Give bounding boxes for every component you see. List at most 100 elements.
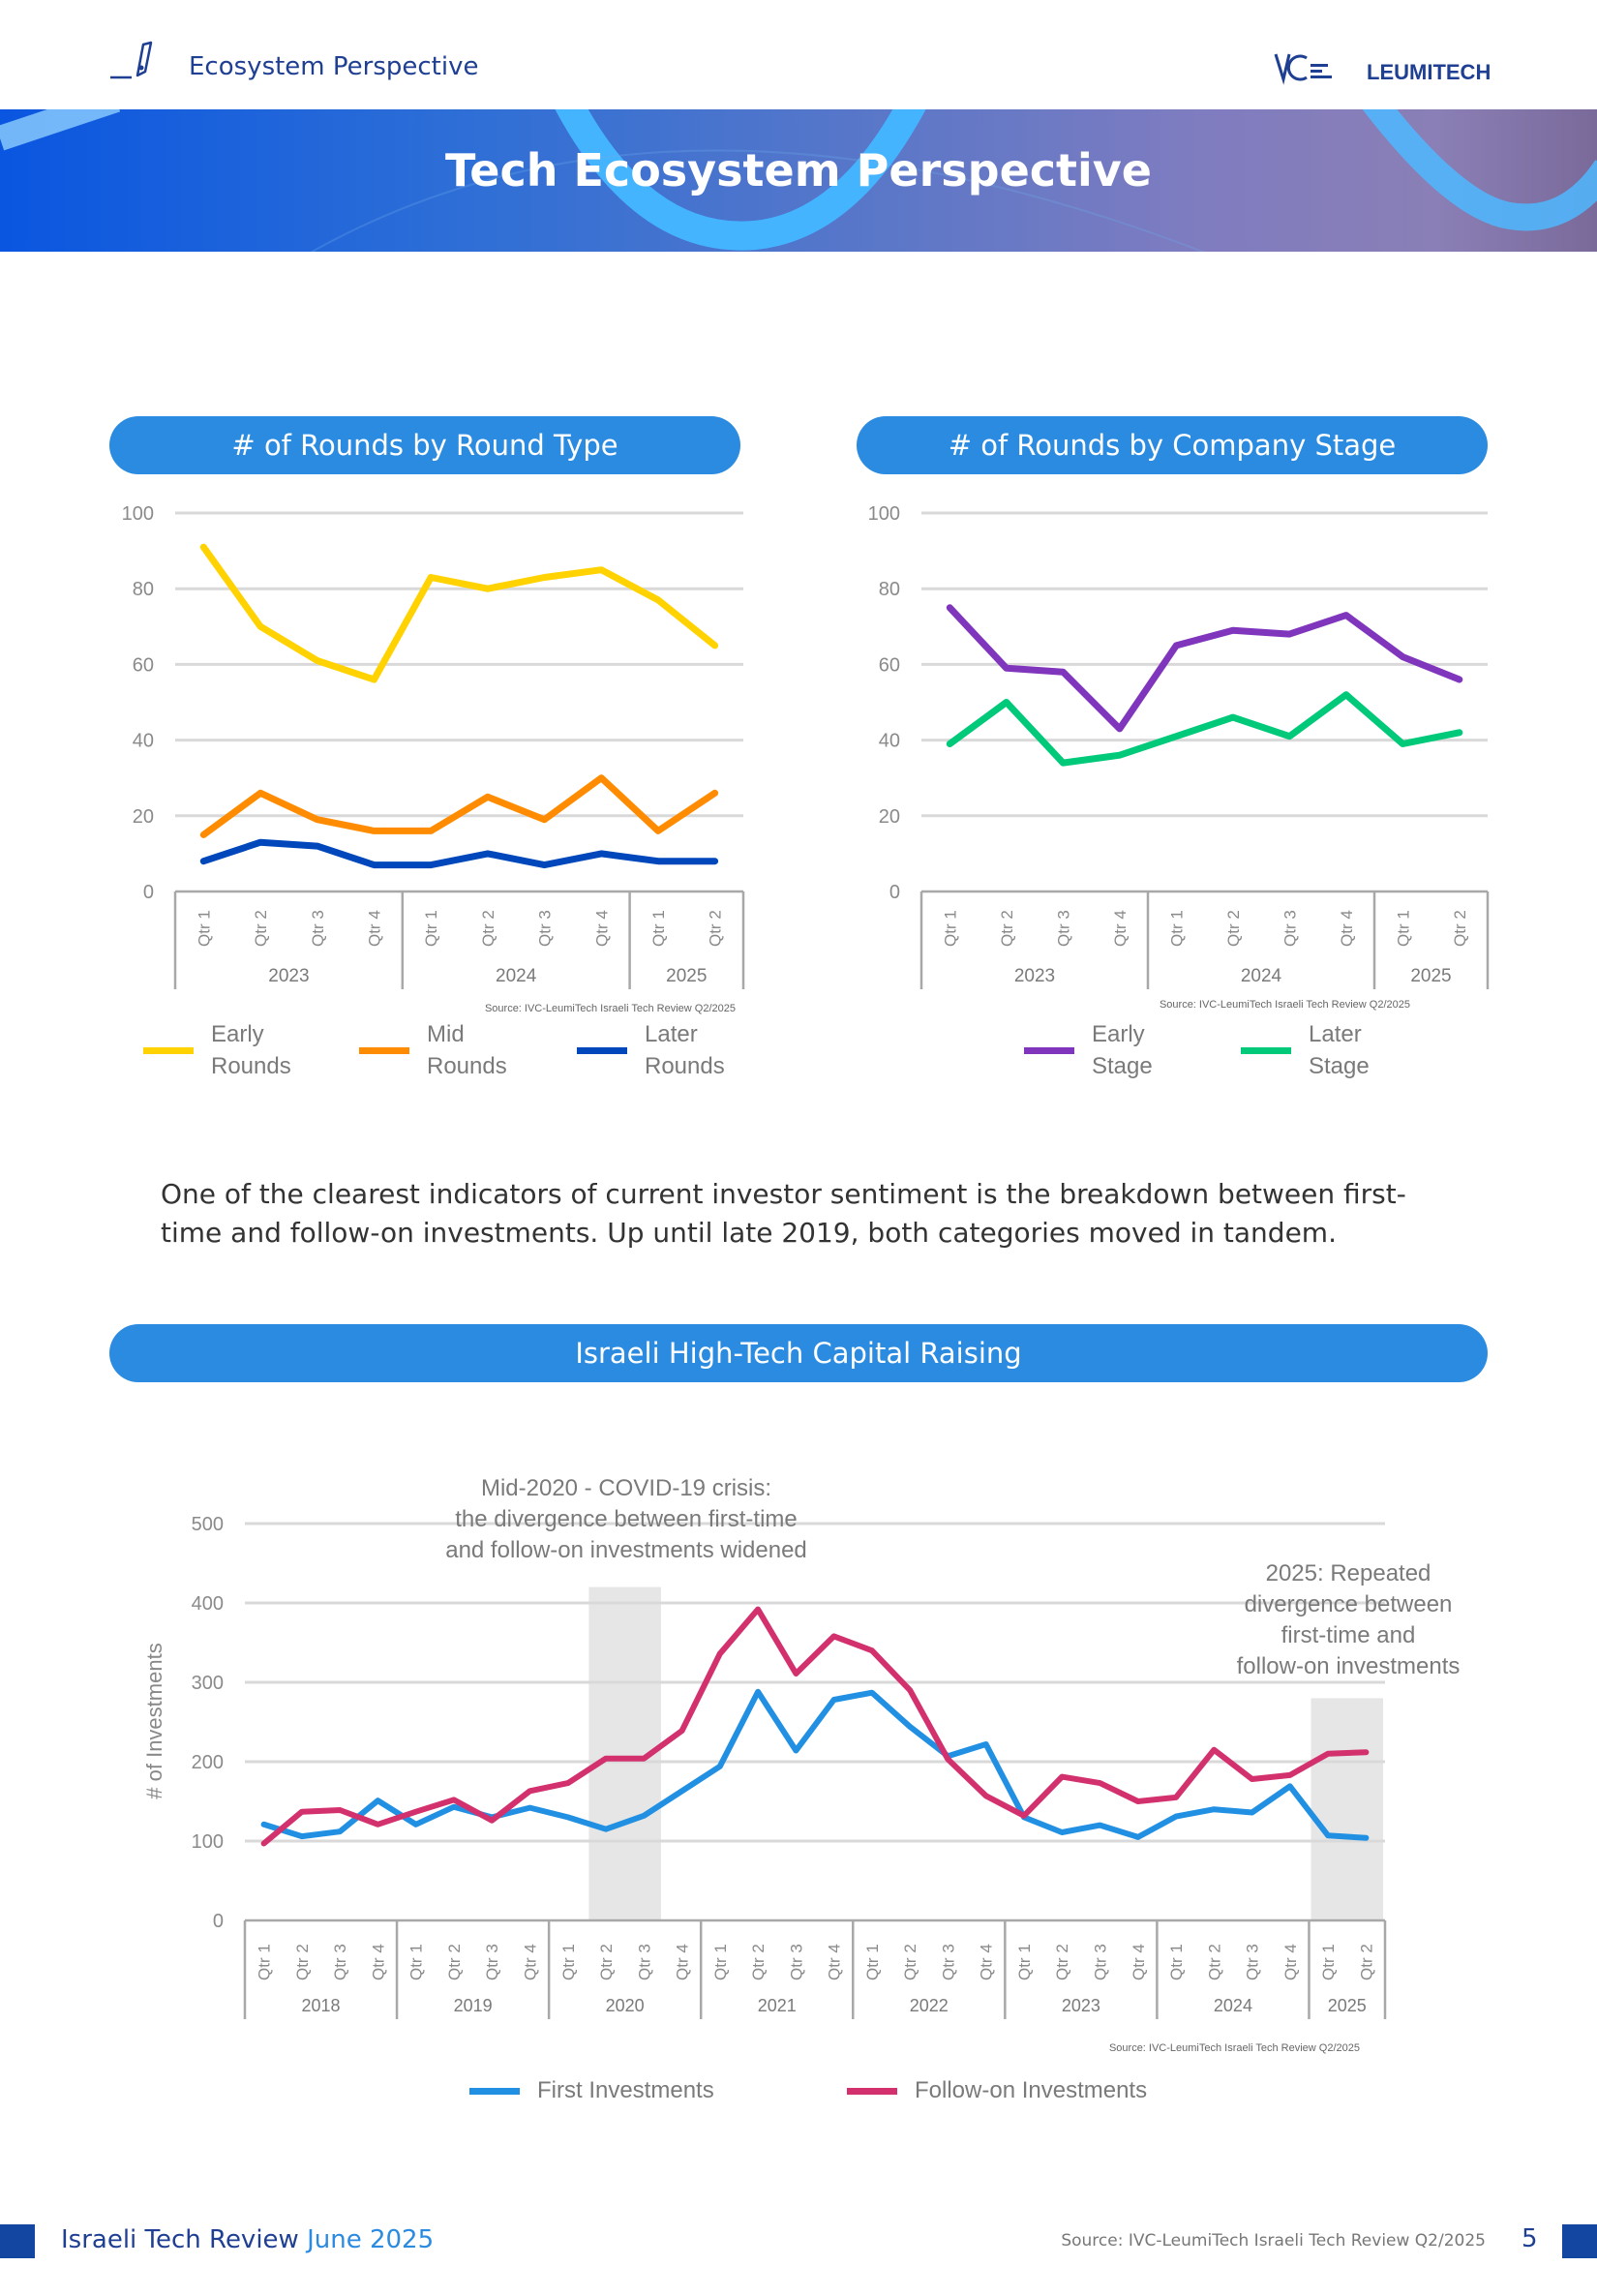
- chart3-x-tick-label: Qtr 1: [256, 1944, 274, 1980]
- chart3-source: Source: IVC-LeumiTech Israeli Tech Revie…: [1108, 2042, 1360, 2054]
- annotation-line: 2025: Repeated: [1265, 1560, 1431, 1586]
- chart2-year-label: 2025: [1410, 966, 1451, 986]
- chart3-year-label: 2024: [1214, 1996, 1252, 2015]
- chart2-x-tick-label: Qtr 2: [998, 910, 1016, 947]
- capital-raising-heading: Israeli High-Tech Capital Raising: [109, 1324, 1488, 1382]
- chart1-year-label: 2024: [496, 966, 537, 986]
- chart3-x-tick-label: Qtr 2: [1053, 1944, 1071, 1980]
- chart2-year-label: 2024: [1241, 966, 1282, 986]
- legend-swatch: [1024, 1046, 1074, 1054]
- annotation-line: first-time and: [1281, 1622, 1416, 1648]
- chart3-year-label: 2019: [454, 1996, 493, 2015]
- rounds-by-type-heading: # of Rounds by Round Type: [109, 416, 740, 474]
- chart2-x-tick-label: Qtr 1: [941, 910, 959, 947]
- chart1-series-later-rounds: [199, 838, 719, 869]
- legend-label: Rounds: [211, 1053, 291, 1079]
- legend-label: Follow-on Investments: [915, 2077, 1148, 2103]
- chart3-x-tick-label: Qtr 3: [1092, 1944, 1110, 1980]
- chart1-x-tick-label: Qtr 1: [195, 910, 213, 947]
- legend-early-rounds: Early Rounds: [143, 1018, 291, 1082]
- chart3-x-tick-label: Qtr 1: [1319, 1944, 1338, 1980]
- chart3-y-tick-label: 0: [213, 1911, 224, 1932]
- chart3-x-tick-label: Qtr 4: [978, 1944, 996, 1980]
- chart3-series-first-investments: [260, 1688, 1370, 1841]
- annotation-line: the divergence between first-time: [455, 1506, 798, 1532]
- chart3-x-tick-label: Qtr 2: [901, 1944, 919, 1980]
- chart3-y-tick-label: 400: [192, 1593, 224, 1615]
- chart1-y-tick-label: 40: [133, 731, 154, 752]
- legend-follow-on-investments: Follow-on Investments: [847, 2077, 1147, 2104]
- chart3-x-tick-label: Qtr 3: [939, 1944, 957, 1980]
- legend-label: Later: [645, 1021, 698, 1047]
- chart3-x-tick-label: Qtr 1: [1167, 1944, 1186, 1980]
- legend-later-rounds: Later Rounds: [577, 1018, 725, 1082]
- footer-accent-left: [0, 2224, 35, 2258]
- annotation-line: divergence between: [1244, 1591, 1453, 1617]
- chart3-x-tick-label: Qtr 4: [1281, 1944, 1300, 1980]
- y-axis-title: # of Investments: [142, 1643, 166, 1799]
- chart1-x-tick-label: Qtr 4: [592, 910, 611, 947]
- chart3-series-follow-on-investments: [260, 1606, 1370, 1847]
- chart1-series-mid-rounds: [199, 774, 719, 838]
- chart1-x-tick-label: Qtr 4: [365, 910, 383, 947]
- chart1-y-tick-label: 0: [143, 882, 154, 903]
- chart1-x-tick-label: Qtr 2: [252, 910, 270, 947]
- ivc-logo: [1274, 53, 1332, 85]
- chart3-x-tick-label: Qtr 4: [369, 1944, 387, 1980]
- chart3-x-tick-label: Qtr 2: [1205, 1944, 1223, 1980]
- chart1-x-tick-label: Qtr 1: [649, 910, 668, 947]
- chart2-x-tick-label: Qtr 3: [1281, 910, 1299, 947]
- chart2-source: Source: IVC-LeumiTech Israeli Tech Revie…: [1159, 999, 1410, 1011]
- chart3-y-tick-label: 100: [192, 1831, 224, 1853]
- chart2-x-tick-label: Qtr 3: [1054, 910, 1072, 947]
- annotation-line: and follow-on investments widened: [445, 1537, 807, 1563]
- annotation-line: follow-on investments: [1236, 1653, 1461, 1679]
- chart2-x-tick-label: Qtr 4: [1338, 910, 1356, 947]
- chart2-y-tick-label: 100: [868, 503, 900, 525]
- chart2-x-tick-label: Qtr 1: [1167, 910, 1186, 947]
- chart1-x-tick-label: Qtr 3: [536, 910, 555, 947]
- chart2-y-tick-label: 80: [879, 579, 900, 600]
- chart3-x-tick-label: Qtr 2: [293, 1944, 312, 1980]
- publication-date: June 2025: [307, 2225, 435, 2254]
- chart3-year-label: 2021: [758, 1996, 797, 2015]
- legend-label: Rounds: [427, 1053, 507, 1079]
- rounds-by-stage-heading: # of Rounds by Company Stage: [857, 416, 1488, 474]
- chart2-series-early-stage: [946, 604, 1463, 733]
- chart2-y-tick-label: 60: [879, 654, 900, 676]
- chart3-x-tick-label: Qtr 3: [331, 1944, 349, 1980]
- chart3-year-label: 2023: [1062, 1996, 1100, 2015]
- chart1-year-label: 2025: [666, 966, 707, 986]
- legend-label: Stage: [1309, 1053, 1370, 1079]
- legend-swatch: [847, 2087, 897, 2095]
- footer-source: Source: IVC-LeumiTech Israeli Tech Revie…: [1061, 2231, 1486, 2251]
- legend-first-investments: First Investments: [469, 2077, 714, 2104]
- chart2-y-tick-label: 20: [879, 806, 900, 828]
- covid-annotation: Mid-2020 - COVID-19 crisis: the divergen…: [433, 1473, 820, 1566]
- chart3-x-tick-label: Qtr 2: [597, 1944, 616, 1980]
- section-title: Ecosystem Perspective: [189, 52, 479, 81]
- body-paragraph: One of the clearest indicators of curren…: [161, 1178, 1406, 1249]
- footer-publication: Israeli Tech Review June 2025: [61, 2225, 434, 2254]
- page-title: Tech Ecosystem Perspective: [445, 144, 1152, 196]
- chart1-x-tick-label: Qtr 2: [707, 910, 725, 947]
- chart3-x-tick-label: Qtr 2: [1357, 1944, 1375, 1980]
- chart2-series-later-stage: [946, 691, 1463, 767]
- chart3-x-tick-label: Qtr 4: [826, 1944, 844, 1980]
- 2025-annotation: 2025: Repeated divergence between first-…: [1203, 1558, 1493, 1682]
- legend-label: Early: [1092, 1021, 1145, 1047]
- legend-swatch: [1241, 1046, 1291, 1054]
- legend-label: Early: [211, 1021, 264, 1047]
- chart2-y-tick-label: 40: [879, 731, 900, 752]
- chart1-source: Source: IVC-LeumiTech Israeli Tech Revie…: [484, 1003, 736, 1014]
- chart3-x-tick-label: Qtr 3: [1244, 1944, 1262, 1980]
- publication-name: Israeli Tech Review: [61, 2225, 299, 2254]
- chart3-y-tick-label: 500: [192, 1514, 224, 1535]
- chart3-x-tick-label: Qtr 3: [787, 1944, 805, 1980]
- chart3-year-label: 2022: [910, 1996, 949, 2015]
- chart3-x-tick-label: Qtr 4: [522, 1944, 540, 1980]
- chart3-x-tick-label: Qtr 1: [711, 1944, 730, 1980]
- chart3-x-tick-label: Qtr 4: [674, 1944, 692, 1980]
- chart3-x-tick-label: Qtr 1: [407, 1944, 426, 1980]
